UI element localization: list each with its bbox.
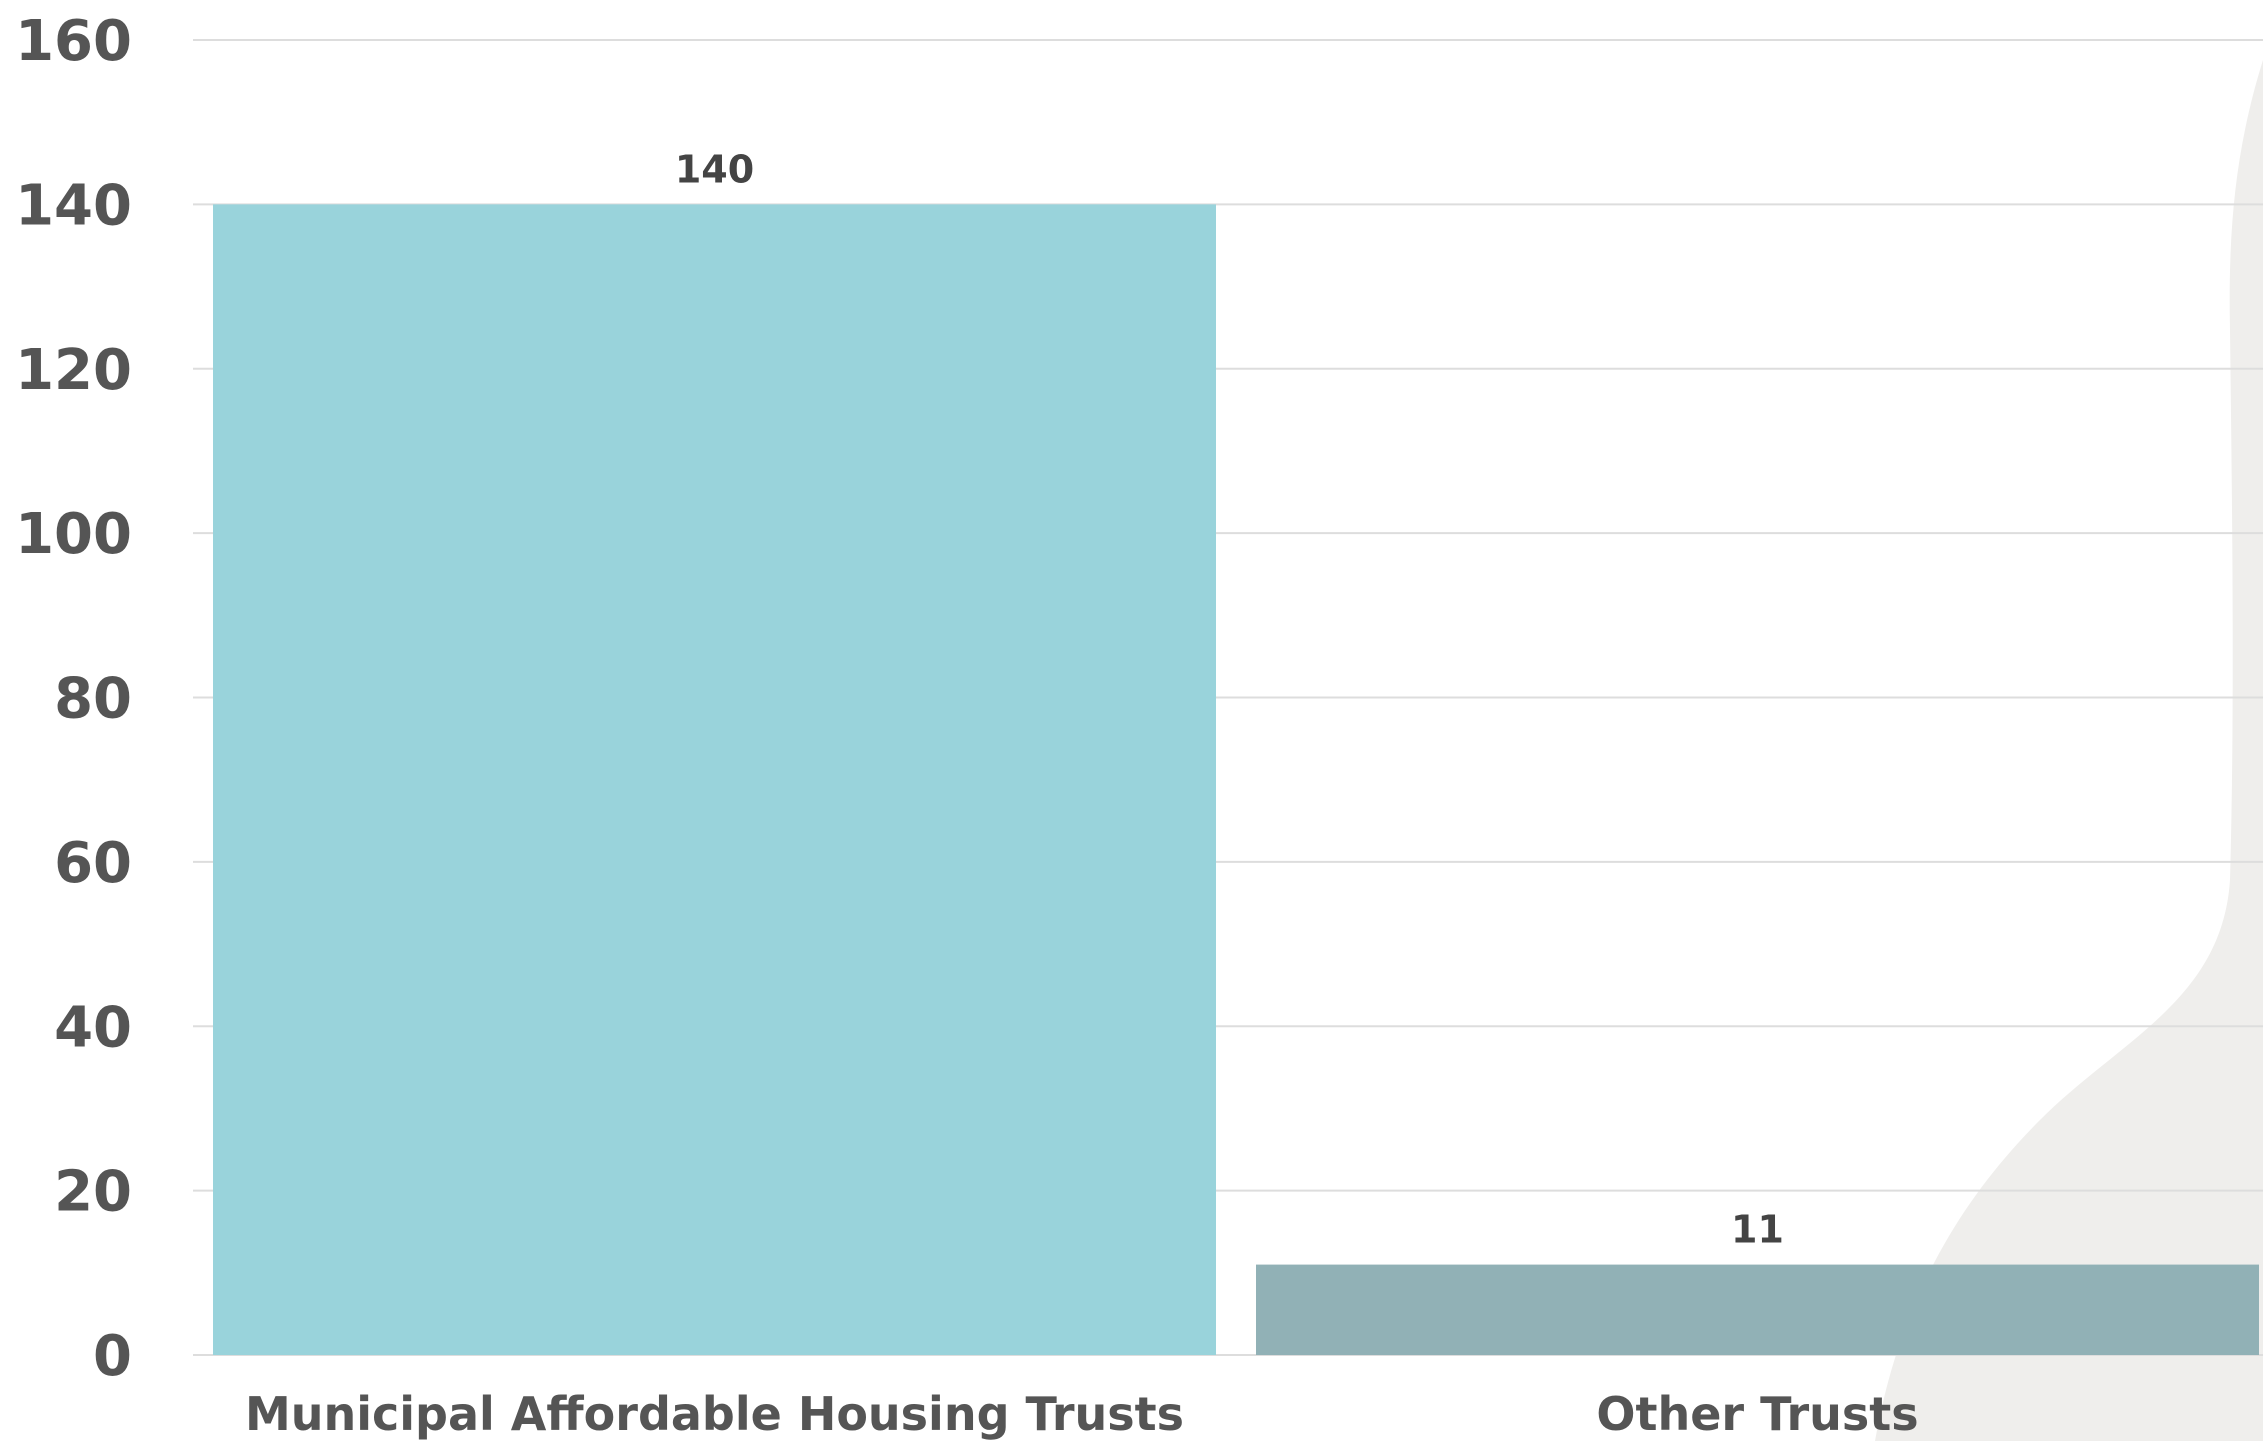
bars [213,204,2259,1355]
x-tick-label: Municipal Affordable Housing Trusts [245,1387,1184,1441]
x-tick-label: Other Trusts [1596,1387,1918,1441]
y-tick-label: 60 [54,831,132,896]
y-tick-label: 20 [54,1160,132,1225]
y-tick-label: 120 [15,338,132,403]
y-tick-label: 80 [54,667,132,732]
y-tick-label: 0 [93,1324,132,1389]
bar [213,204,1216,1355]
data-labels: 140 11 [675,147,1784,1251]
x-axis-tick-labels: Municipal Affordable Housing Trusts Other… [245,1387,1919,1441]
y-tick-label: 40 [54,995,132,1060]
data-label: 11 [1731,1208,1784,1252]
data-label: 140 [675,147,754,191]
y-tick-label: 160 [15,9,132,74]
bar [1256,1264,2259,1355]
y-tick-label: 100 [15,502,132,567]
y-axis-tick-labels: 0 20 40 60 80 100 120 140 160 [15,9,132,1389]
background-decorative-shape [1875,60,2263,1441]
y-tick-label: 140 [15,173,132,238]
